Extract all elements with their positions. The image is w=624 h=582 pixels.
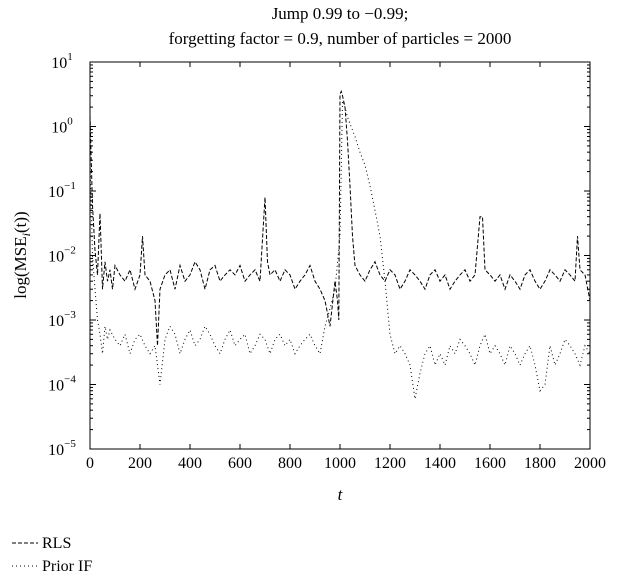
y-tick-label-exponent: −4 bbox=[64, 374, 76, 386]
y-tick-label: 101 bbox=[51, 51, 73, 72]
y-tick-label-base: 10 bbox=[48, 442, 64, 459]
x-tick-label: 1600 bbox=[474, 455, 506, 472]
y-axis-label-suffix: (t)) bbox=[11, 211, 30, 233]
x-tick-label: 400 bbox=[178, 455, 202, 472]
x-tick-label: 1400 bbox=[424, 455, 456, 472]
legend: RLS Prior IF bbox=[12, 535, 92, 575]
x-tick-label: 0 bbox=[86, 455, 94, 472]
y-axis-label: log(MSEi(t)) bbox=[11, 211, 33, 298]
y-axis-label-prefix: log(MSE bbox=[11, 236, 30, 298]
x-axis-label: t bbox=[338, 485, 344, 504]
y-tick-label: 10−4 bbox=[48, 374, 76, 395]
chart-title-line-1: Jump 0.99 to −0.99; bbox=[272, 4, 409, 23]
series-group bbox=[89, 90, 591, 399]
y-tick-label-exponent: −1 bbox=[64, 180, 76, 192]
y-tick-label: 10−5 bbox=[48, 438, 76, 459]
legend-label-prior-if: Prior IF bbox=[42, 558, 92, 575]
y-tick-label: 10−1 bbox=[48, 180, 76, 201]
legend-label-rls: RLS bbox=[42, 535, 71, 552]
y-tick-label-base: 10 bbox=[48, 249, 64, 266]
y-tick-label-exponent: 0 bbox=[67, 116, 73, 128]
y-tick-label-base: 10 bbox=[51, 120, 67, 137]
series-line-rls bbox=[89, 90, 591, 346]
y-tick-label-base: 10 bbox=[48, 378, 64, 395]
y-tick-label-exponent: −3 bbox=[64, 309, 76, 321]
y-tick-label-exponent: −5 bbox=[64, 438, 76, 450]
x-axis-ticks: 0 200 400 600 800 1000 1200 1400 1600 1800 2000 bbox=[86, 62, 606, 472]
y-tick-label-base: 10 bbox=[48, 313, 64, 330]
y-tick-label: 10−3 bbox=[48, 309, 76, 330]
x-tick-label: 1200 bbox=[374, 455, 406, 472]
y-tick-label: 100 bbox=[51, 116, 73, 137]
y-axis-label-subscript: i bbox=[19, 233, 33, 236]
x-tick-label: 1800 bbox=[524, 455, 556, 472]
y-tick-label-exponent: 1 bbox=[67, 51, 73, 63]
x-tick-label: 1000 bbox=[324, 455, 356, 472]
x-tick-label: 800 bbox=[278, 455, 302, 472]
y-tick-label-exponent: −2 bbox=[64, 245, 76, 257]
y-tick-label-base: 10 bbox=[51, 55, 67, 72]
x-tick-label: 600 bbox=[228, 455, 252, 472]
y-tick-label: 10−2 bbox=[48, 245, 76, 266]
x-tick-label: 2000 bbox=[574, 455, 606, 472]
chart-title-line-2: forgetting factor = 0.9, number of parti… bbox=[169, 29, 512, 48]
x-tick-label: 200 bbox=[128, 455, 152, 472]
y-tick-label-base: 10 bbox=[48, 184, 64, 201]
